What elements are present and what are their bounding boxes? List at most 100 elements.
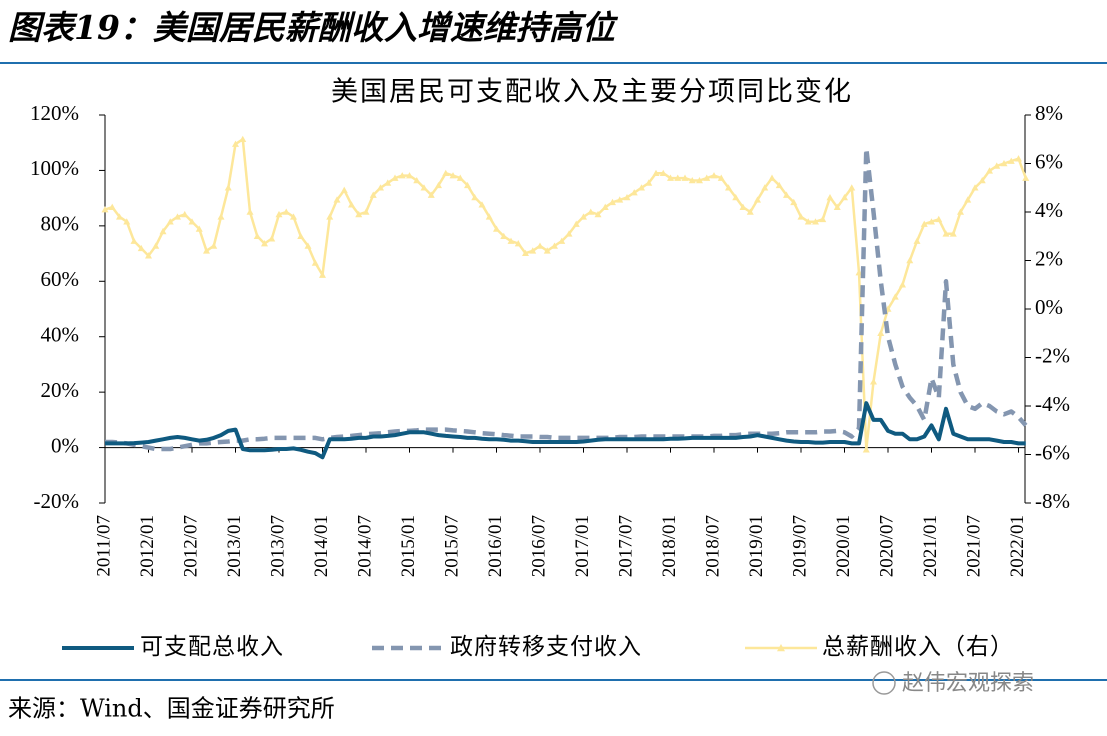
- watermark: 赵伟宏观探索: [902, 671, 1034, 696]
- point-marker: [587, 208, 595, 215]
- x-tick-label: 2014/01: [311, 515, 332, 577]
- x-tick-label: 2017/01: [572, 515, 593, 577]
- x-tick-label: 2016/07: [528, 515, 549, 577]
- point-marker: [906, 257, 914, 264]
- y-tick-label: 0%: [51, 433, 79, 457]
- y2-tick-label: 4%: [1035, 198, 1063, 222]
- point-marker: [420, 184, 428, 191]
- y-tick-label: 40%: [41, 323, 80, 347]
- point-marker: [435, 181, 442, 189]
- point-marker: [783, 191, 790, 198]
- point-marker: [833, 203, 841, 210]
- point-marker: [928, 218, 935, 225]
- point-marker: [377, 184, 384, 191]
- point-marker: [319, 271, 326, 278]
- point-marker: [181, 210, 189, 218]
- point-marker: [623, 193, 631, 201]
- series-line: [105, 146, 1028, 452]
- point-marker: [456, 174, 464, 181]
- y2-tick-label: 0%: [1035, 295, 1063, 319]
- point-marker: [239, 135, 247, 143]
- point-marker: [478, 201, 486, 208]
- point-marker: [645, 179, 653, 186]
- y2-tick-label: -4%: [1035, 392, 1070, 416]
- point-marker: [326, 213, 334, 220]
- point-marker: [696, 176, 703, 184]
- point-marker: [369, 191, 377, 198]
- point-marker: [217, 213, 225, 220]
- point-marker: [333, 196, 341, 203]
- point-marker: [493, 225, 500, 232]
- point-marker: [413, 176, 421, 184]
- point-marker: [1007, 157, 1015, 164]
- point-marker: [500, 232, 508, 240]
- y-tick-label: -20%: [34, 489, 80, 513]
- point-marker: [427, 191, 435, 198]
- point-marker: [166, 218, 174, 225]
- point-marker: [746, 208, 754, 215]
- point-marker: [877, 329, 885, 337]
- point-marker: [442, 169, 450, 176]
- point-marker: [232, 140, 239, 147]
- y-tick-label: 80%: [41, 212, 80, 236]
- point-marker: [667, 174, 674, 181]
- point-marker: [761, 184, 769, 191]
- point-marker: [659, 169, 667, 176]
- point-marker: [739, 203, 747, 210]
- point-marker: [253, 232, 261, 240]
- point-marker: [572, 220, 580, 227]
- point-marker: [1000, 160, 1008, 167]
- point-marker: [601, 203, 609, 210]
- point-marker: [246, 208, 254, 215]
- point-marker: [101, 206, 109, 213]
- point-marker: [536, 242, 544, 249]
- x-tick-label: 2014/07: [354, 515, 375, 577]
- point-marker: [812, 218, 819, 225]
- y2-tick-label: -2%: [1035, 343, 1070, 367]
- x-tick-label: 2015/01: [398, 515, 419, 577]
- point-marker: [282, 208, 290, 215]
- point-marker: [529, 247, 537, 254]
- point-marker: [870, 378, 877, 385]
- point-marker: [862, 446, 870, 453]
- point-marker: [514, 240, 522, 247]
- point-marker: [108, 203, 116, 210]
- point-marker: [703, 174, 711, 181]
- point-marker: [957, 208, 964, 215]
- point-marker: [674, 174, 682, 181]
- point-marker: [768, 174, 776, 181]
- point-marker: [485, 213, 493, 220]
- point-marker: [819, 215, 827, 223]
- point-marker: [920, 220, 928, 227]
- y2-tick-label: -8%: [1035, 489, 1070, 513]
- point-marker: [543, 247, 551, 254]
- point-marker: [993, 162, 1001, 169]
- point-marker: [268, 235, 276, 242]
- x-tick-label: 2020/01: [833, 515, 854, 577]
- point-marker: [558, 237, 566, 244]
- point-marker: [391, 174, 399, 181]
- point-marker: [275, 210, 283, 218]
- point-marker: [841, 193, 848, 201]
- point-marker: [848, 184, 856, 191]
- point-marker: [398, 172, 406, 179]
- point-marker: [507, 237, 515, 244]
- point-marker: [964, 196, 972, 203]
- series-line: [105, 401, 1026, 460]
- y-tick-label: 120%: [30, 101, 79, 125]
- x-tick-label: 2021/07: [963, 515, 984, 577]
- point-marker: [855, 269, 863, 276]
- point-marker: [203, 247, 210, 254]
- legend-label: 总薪酬收入（右）: [822, 634, 1014, 660]
- source: 来源：Wind、国金证券研究所: [8, 695, 335, 723]
- point-marker: [971, 184, 979, 191]
- x-tick-label: 2020/07: [876, 515, 897, 577]
- point-marker: [913, 237, 921, 244]
- point-marker: [116, 213, 123, 220]
- y2-tick-label: 6%: [1035, 149, 1063, 173]
- point-marker: [210, 242, 218, 249]
- y2-tick-label: -6%: [1035, 440, 1070, 464]
- point-marker: [362, 208, 370, 215]
- point-marker: [449, 172, 457, 179]
- point-marker: [224, 184, 232, 191]
